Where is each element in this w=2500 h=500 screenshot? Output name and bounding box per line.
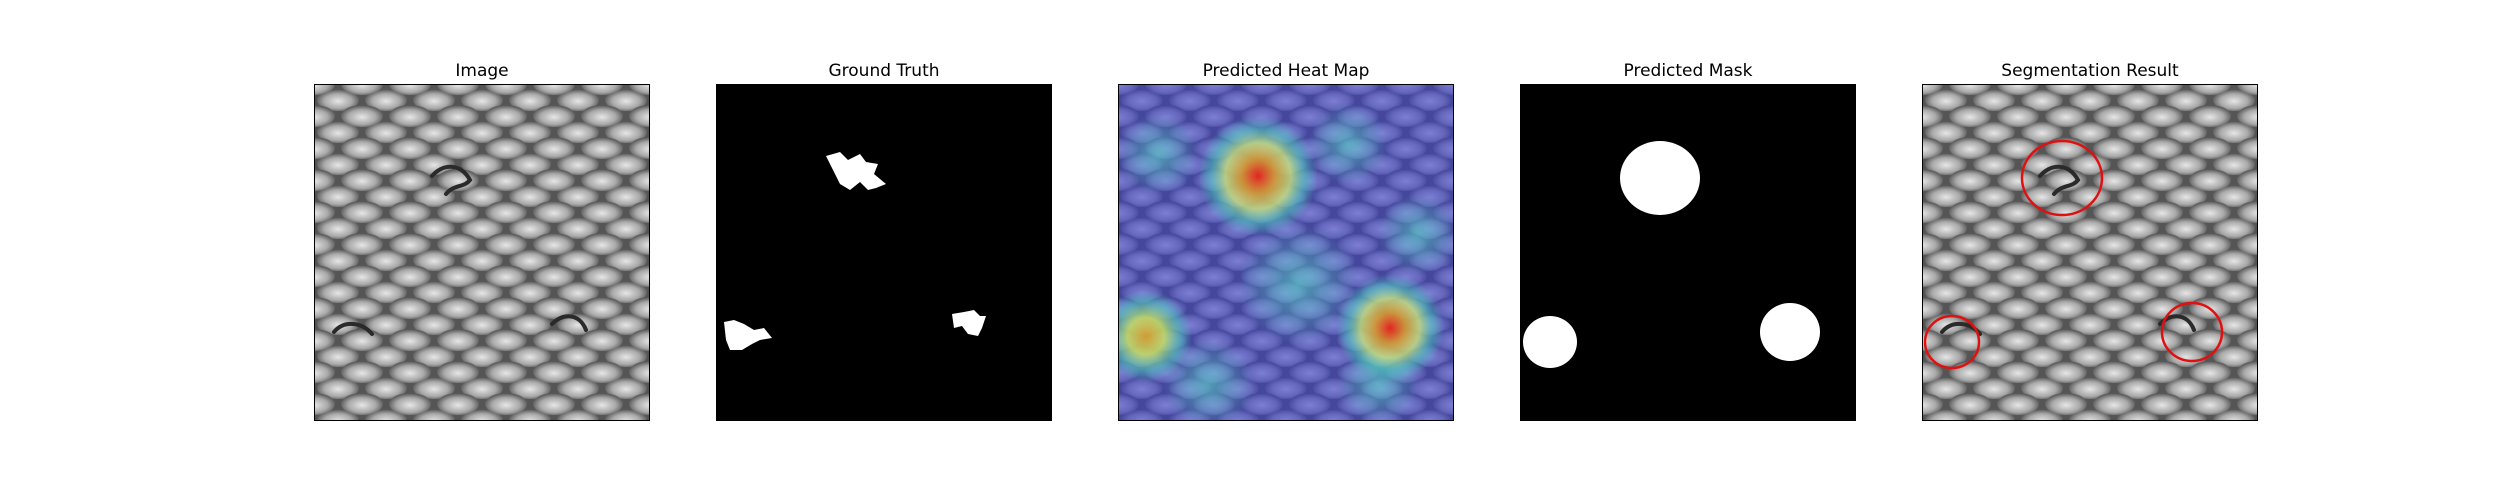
predicted-mask	[1520, 84, 1856, 421]
mask-frame	[1520, 84, 1856, 421]
mask-blob-left	[1523, 316, 1577, 368]
ground-truth-mask	[716, 84, 1052, 421]
gt-blob-left	[724, 320, 772, 350]
gt-blob-top	[826, 152, 886, 190]
mask-blob-right	[1760, 303, 1820, 361]
defect-marks	[332, 164, 588, 336]
contour-right	[2160, 301, 2224, 363]
panel-title-heat-map: Predicted Heat Map	[1202, 61, 1370, 81]
panel-title-mask: Predicted Mask	[1623, 61, 1753, 81]
heat-hotspot-top	[1198, 116, 1318, 236]
panel-ground-truth	[716, 84, 1052, 421]
panel-title-image: Image	[455, 61, 509, 81]
contour-top	[2020, 139, 2104, 217]
panel-segmentation	[1922, 84, 2258, 421]
segmentation-frame	[1922, 84, 2258, 421]
contour-left	[1923, 314, 1981, 370]
image-frame	[314, 84, 650, 421]
panel-title-ground-truth: Ground Truth	[828, 61, 940, 81]
panel-image	[314, 84, 650, 421]
gt-blob-right	[952, 310, 986, 336]
heat-soft-spots	[1118, 104, 1454, 421]
heat-map-overlay	[1118, 84, 1454, 421]
ground-truth-frame	[716, 84, 1052, 421]
mask-blob-top	[1620, 141, 1700, 215]
panel-mask	[1520, 84, 1856, 421]
panel-heat-map	[1118, 84, 1454, 421]
segmentation-overlay	[1922, 84, 2258, 421]
image-mesh	[314, 84, 650, 421]
panel-title-segmentation: Segmentation Result	[2001, 61, 2179, 81]
heat-map-frame	[1118, 84, 1454, 421]
heat-hotspot-right	[1336, 274, 1444, 382]
heat-hotspot-left	[1118, 290, 1192, 382]
